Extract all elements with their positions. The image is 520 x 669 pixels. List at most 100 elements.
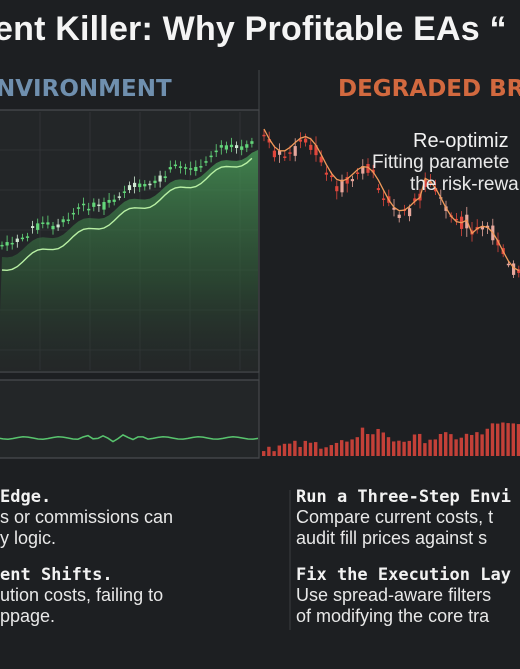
left-panel-label: NVIRONMENT (0, 76, 172, 102)
downtrend-candle (382, 190, 386, 207)
volume-bar (329, 445, 333, 456)
downtrend-candle (335, 180, 339, 200)
bottom-left-heading2: ent Shifts. (0, 565, 113, 585)
uptrend-candle (20, 233, 24, 242)
volume-bar (464, 433, 469, 456)
uptrend-candle (15, 234, 19, 248)
downtrend-candle (304, 133, 308, 147)
uptrend-candle (250, 137, 254, 148)
uptrend-candle (0, 241, 4, 250)
uptrend-candle (10, 236, 14, 250)
downtrend-candle (408, 204, 412, 222)
downtrend-candle (324, 166, 328, 181)
downtrend-candle (361, 159, 365, 180)
uptrend-candle (168, 160, 172, 173)
volume-bar (324, 447, 328, 456)
right-moving-average-line (263, 128, 520, 272)
bottom-right-text2a: Use spread-aware filters (296, 585, 492, 605)
volume-bar (350, 439, 354, 456)
volume-bar (262, 451, 266, 456)
uptrend-candle (148, 180, 152, 190)
volume-bar (392, 441, 396, 456)
uptrend-candle (102, 197, 106, 215)
annotation-line2: the risk-rewa (410, 174, 519, 195)
volume-bar (470, 434, 474, 456)
downtrend-candle (309, 137, 313, 155)
volume-bar (485, 428, 489, 456)
volume-bar (355, 437, 359, 456)
volume-bar (314, 442, 318, 456)
uptrend-candle (173, 160, 177, 169)
uptrend-candle (184, 163, 188, 175)
uptrend-candle (143, 180, 147, 191)
left-volume-line (0, 434, 259, 443)
bottom-left-text1b: y logic. (0, 528, 57, 548)
uptrend-candle (224, 141, 228, 154)
left-moving-average-line (1, 157, 253, 272)
downtrend-candle (345, 171, 349, 193)
downtrend-candle (278, 143, 282, 163)
volume-bar (340, 440, 344, 456)
bottom-left-text1a: s or commissions can (0, 507, 174, 527)
uptrend-candle (107, 192, 111, 208)
volume-bar (402, 441, 406, 456)
volume-bar (459, 437, 463, 456)
downtrend-candle (272, 145, 276, 162)
downtrend-candle (480, 221, 484, 237)
uptrend-candle (61, 216, 65, 227)
volume-bar (282, 443, 287, 456)
volume-bar (496, 423, 500, 456)
downtrend-candle (423, 172, 427, 193)
uptrend-candle (235, 141, 239, 154)
downtrend-candle (454, 212, 458, 226)
volume-bar (407, 440, 411, 456)
volume-bar (277, 445, 281, 456)
volume-bar (412, 434, 417, 456)
downtrend-candle (475, 219, 479, 234)
volume-bar (449, 434, 453, 456)
bottom-right-text1b: audit fill prices against s (296, 528, 488, 548)
uptrend-candle (117, 192, 121, 201)
annotation-title: Re-optimiz (413, 130, 509, 152)
volume-bar (366, 433, 370, 456)
uptrend-candle (76, 203, 81, 215)
volume-bar (433, 439, 437, 456)
downtrend-candle (298, 132, 302, 149)
uptrend-area (0, 150, 258, 372)
downtrend-candle (283, 151, 287, 161)
uptrend-candle (240, 139, 244, 156)
uptrend-candle (5, 235, 9, 251)
uptrend-candle (199, 159, 203, 172)
volume-bar (381, 432, 385, 456)
volume-bar (480, 434, 484, 456)
downtrend-candle (460, 211, 464, 237)
volume-bar (423, 443, 427, 456)
uptrend-candle (25, 232, 30, 242)
uptrend-candle (31, 220, 35, 234)
uptrend-candle (209, 151, 213, 163)
volume-bar (272, 451, 276, 456)
volume-bar (490, 423, 495, 456)
volume-bar (511, 423, 515, 456)
uptrend-candle (178, 161, 183, 174)
downtrend-candle (428, 173, 432, 187)
volume-bar (376, 428, 380, 456)
volume-bar (303, 440, 307, 456)
uptrend-candle (214, 144, 218, 157)
downtrend-candle (512, 260, 516, 279)
bottom-right-heading1: Run a Three-Step Envi (296, 487, 511, 507)
uptrend-candle (87, 202, 91, 215)
uptrend-candle (127, 181, 132, 194)
downtrend-candle (350, 175, 354, 187)
downtrend-candle (314, 136, 318, 162)
left-volume-panel (0, 379, 260, 459)
volume-bar (501, 422, 505, 456)
volume-bar (288, 443, 292, 456)
uptrend-candle (153, 175, 157, 188)
downtrend-candle (376, 184, 380, 194)
volume-bar (516, 424, 520, 456)
uptrend-candle (189, 161, 193, 176)
uptrend-candle (133, 176, 137, 194)
uptrend-candle (163, 170, 167, 183)
